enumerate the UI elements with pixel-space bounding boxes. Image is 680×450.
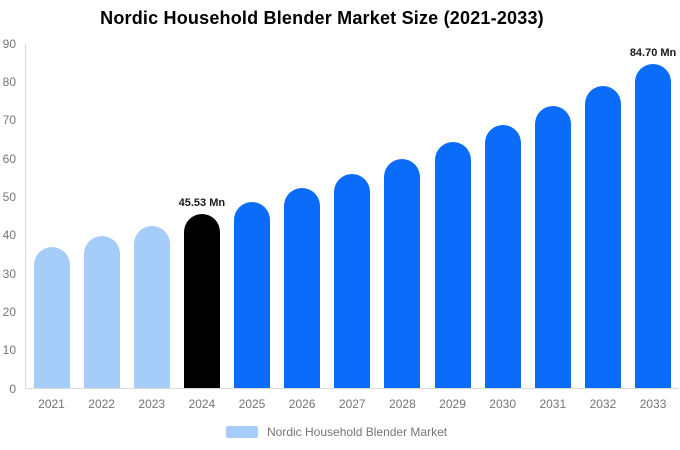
y-tick-label-0: 0 <box>9 381 16 396</box>
bar-2024 <box>183 213 220 389</box>
legend: Nordic Household Blender Market <box>226 424 447 440</box>
bar-2029 <box>434 142 471 389</box>
bar-2026 <box>284 188 321 389</box>
y-tick-label-40: 40 <box>2 228 16 243</box>
bar-2033 <box>635 63 672 389</box>
y-tick-label-50: 50 <box>2 189 16 204</box>
y-tick-label-70: 70 <box>2 113 16 128</box>
y-tick-label-90: 90 <box>2 36 16 51</box>
bar-2031 <box>534 105 571 389</box>
x-tick-label-2026: 2026 <box>288 397 316 411</box>
bar-2021 <box>33 246 70 389</box>
x-tick-label-2028: 2028 <box>389 397 416 411</box>
y-axis-line <box>25 43 26 389</box>
x-tick-label-2027: 2027 <box>338 397 366 411</box>
y-tick-label-80: 80 <box>2 74 16 89</box>
x-tick-label-2030: 2030 <box>489 397 516 411</box>
bar-2025 <box>234 201 271 389</box>
y-tick-label-60: 60 <box>2 151 16 166</box>
x-tick-label-2022: 2022 <box>88 397 115 411</box>
x-axis-line <box>25 388 678 389</box>
bar-2032 <box>584 85 621 389</box>
chart-title: Nordic Household Blender Market Size (20… <box>100 8 544 28</box>
x-tick-label-2032: 2032 <box>589 397 617 411</box>
x-tick-label-2033: 2033 <box>639 397 667 411</box>
y-tick-label-10: 10 <box>2 343 16 358</box>
x-tick-label-2029: 2029 <box>439 397 466 411</box>
value-label-2033: 84.70 Mn <box>629 46 677 59</box>
x-tick-label-2023: 2023 <box>138 397 166 411</box>
value-label-2024: 45.53 Mn <box>178 196 226 209</box>
x-tick-label-2025: 2025 <box>238 397 266 411</box>
legend-label: Nordic Household Blender Market <box>267 425 448 439</box>
bar-2023 <box>133 225 170 389</box>
bar-2028 <box>384 158 421 389</box>
y-tick-label-30: 30 <box>2 266 16 281</box>
x-tick-label-2024: 2024 <box>188 397 216 411</box>
bar-2030 <box>484 124 521 389</box>
y-tick-label-20: 20 <box>2 304 16 319</box>
bar-2022 <box>83 236 120 389</box>
bar-2027 <box>334 173 371 389</box>
legend-swatch-icon <box>226 426 258 438</box>
x-tick-label-2031: 2031 <box>539 397 567 411</box>
x-tick-label-2021: 2021 <box>38 397 65 411</box>
